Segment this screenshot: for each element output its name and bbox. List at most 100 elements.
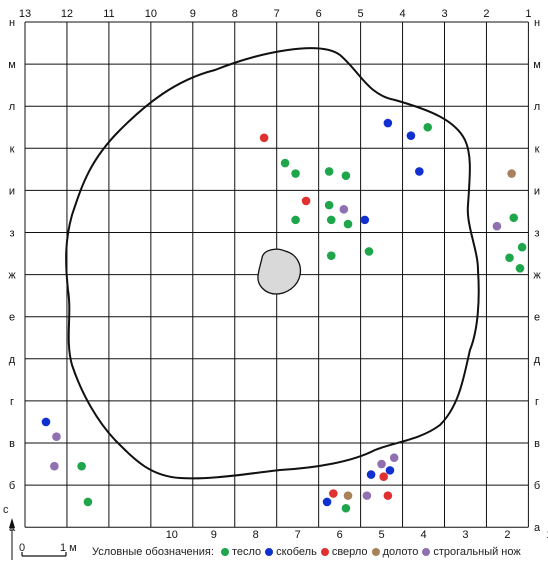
find-strug (492, 221, 502, 231)
column-label-top: 2 (483, 8, 489, 20)
find-doloto (507, 169, 516, 178)
column-label-bottom: 9 (211, 529, 217, 541)
row-label-right: з (534, 228, 539, 240)
legend-label-skobel: скобель (276, 546, 317, 558)
legend-swatch-doloto (371, 548, 380, 556)
column-label-top: 1 (525, 8, 531, 20)
find-teslo (324, 200, 334, 210)
legend-title: Условные обозначения: (92, 546, 214, 558)
column-label-bottom: 4 (420, 529, 426, 541)
row-label-left: б (9, 480, 15, 492)
row-label-right: л (534, 101, 540, 113)
legend-label-strug: строгальный нож (433, 546, 521, 558)
legend-swatch-skobel (265, 548, 274, 556)
find-skobel (415, 167, 424, 176)
legend-swatch-sverlo (320, 548, 329, 556)
find-teslo (324, 167, 334, 176)
row-label-left: з (9, 228, 14, 240)
row-label-right: н (534, 17, 540, 29)
legend-label-sverlo: сверло (331, 546, 368, 558)
find-teslo (83, 497, 93, 507)
find-strug (50, 461, 59, 471)
column-label-bottom: 3 (462, 529, 468, 541)
legend-items: тесло скобель сверло долото строгальный нож (217, 546, 521, 558)
column-label-top: 4 (399, 8, 405, 20)
find-skobel (406, 131, 416, 140)
scale-one-label: 1 м (60, 542, 77, 554)
find-sverlo (259, 133, 269, 143)
column-label-top: 6 (316, 8, 322, 20)
legend: Условные обозначения: тесло скобель сверло… (92, 546, 521, 558)
column-label-top: 11 (103, 8, 114, 20)
column-label-top: 12 (61, 8, 73, 20)
finds-layer (41, 118, 527, 513)
find-strug (389, 453, 399, 463)
find-teslo (423, 122, 433, 132)
row-label-right: г (535, 396, 539, 408)
legend-swatch-teslo (220, 548, 229, 556)
column-label-top: 7 (274, 8, 280, 20)
find-skobel (322, 497, 332, 507)
find-sverlo (301, 196, 311, 206)
row-label-left: г (10, 396, 14, 408)
find-skobel (383, 118, 393, 128)
row-label-left: в (9, 438, 15, 450)
find-skobel (366, 470, 376, 479)
row-label-right: е (534, 312, 540, 324)
row-label-left: к (10, 143, 15, 155)
find-sverlo (329, 489, 338, 498)
hearth (257, 248, 302, 295)
scale-zero-label: 0 (19, 542, 26, 554)
column-label-bottom: 6 (337, 529, 343, 541)
find-teslo (341, 171, 351, 180)
find-teslo (326, 215, 336, 225)
column-label-bottom: 7 (295, 529, 301, 541)
find-strug (339, 205, 349, 214)
north-arrow (9, 518, 15, 560)
legend-label-doloto: долото (382, 546, 419, 558)
row-label-left: и (9, 185, 15, 197)
dwelling-outline (65, 47, 480, 480)
find-doloto (343, 491, 353, 500)
column-label-bottom: 5 (379, 529, 385, 541)
row-label-right: д (534, 354, 541, 366)
row-label-left: ж (8, 270, 16, 282)
row-label-left: е (9, 312, 15, 324)
column-label-top: 8 (232, 8, 238, 20)
find-teslo (280, 158, 290, 168)
find-teslo (77, 461, 86, 471)
find-strug (362, 491, 372, 500)
row-label-right: ж (533, 270, 541, 282)
row-label-right: и (534, 185, 540, 197)
column-label-top: 10 (145, 8, 157, 20)
column-label-top: 9 (190, 8, 196, 20)
find-sverlo (379, 472, 388, 481)
find-teslo (291, 215, 300, 225)
find-teslo (517, 242, 527, 252)
row-label-right: к (535, 143, 540, 155)
find-teslo (341, 503, 351, 513)
column-label-bottom: 10 (166, 529, 178, 541)
column-label-top: 5 (358, 8, 364, 20)
row-label-left: д (9, 354, 16, 366)
row-label-right: м (533, 59, 541, 71)
row-label-left: л (9, 101, 15, 113)
row-label-right: б (534, 480, 540, 492)
find-teslo (326, 251, 336, 260)
column-label-bottom: 2 (504, 529, 510, 541)
find-teslo (509, 213, 519, 223)
find-teslo (505, 253, 514, 263)
find-sverlo (383, 491, 393, 500)
find-teslo (364, 247, 374, 256)
column-label-bottom: 1 (546, 529, 548, 541)
row-label-left: н (9, 17, 15, 29)
legend-label-teslo: тесло (231, 546, 262, 558)
find-skobel (41, 417, 51, 427)
find-strug (52, 432, 61, 441)
find-skobel (385, 466, 395, 475)
find-strug (377, 459, 386, 469)
row-label-right: а (534, 522, 541, 534)
row-label-right: в (534, 438, 540, 450)
find-teslo (343, 219, 353, 229)
